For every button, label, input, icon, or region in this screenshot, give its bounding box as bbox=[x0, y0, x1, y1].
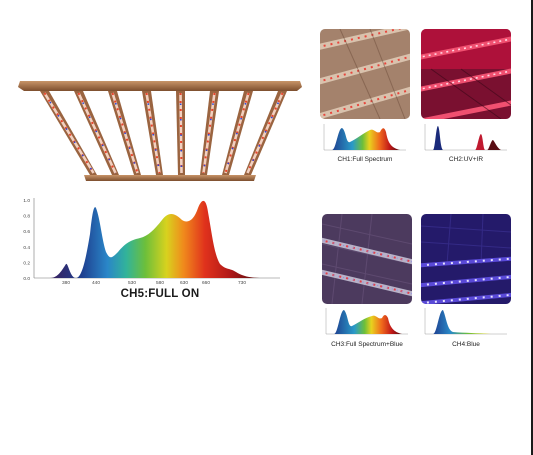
fixture-red-leds bbox=[179, 92, 183, 174]
ch2-spectrum-graph bbox=[421, 122, 509, 154]
y-tick-label: 0.6 bbox=[23, 229, 30, 235]
ch4-blue-photo bbox=[421, 214, 511, 304]
right-edge-border bbox=[531, 0, 533, 455]
x-tick-label: 660 bbox=[202, 280, 210, 286]
ch1-full-spectrum-photo bbox=[320, 29, 410, 119]
ch4-caption: CH4:Blue bbox=[452, 341, 480, 348]
ch3-caption: CH3:Full Spectrum+Blue bbox=[331, 341, 403, 348]
x-tick-label: 630 bbox=[180, 280, 188, 286]
fixture-blue-leds bbox=[246, 92, 284, 174]
x-tick-label: 440 bbox=[92, 280, 100, 286]
fixture-led-strip bbox=[246, 92, 284, 174]
ch2-uv-ir-photo bbox=[421, 29, 511, 119]
led-grow-light-fixture bbox=[18, 75, 303, 190]
ch4-spectrum-graph bbox=[421, 306, 509, 338]
ch1-caption: CH1:Full Spectrum bbox=[337, 156, 393, 163]
main-spectrum-label: CH5:FULL ON bbox=[120, 288, 200, 300]
full-on-spectrum-graph: 1.0 0.8 0.6 0.4 0.2 0.0 380 440 530 580 630 660 730 bbox=[14, 194, 288, 290]
y-tick-label: 1.0 bbox=[23, 198, 30, 204]
fixture-led-strip bbox=[43, 92, 95, 174]
y-tick-label: 0.8 bbox=[23, 214, 30, 220]
ch2-caption: CH2:UV+IR bbox=[448, 156, 484, 163]
ch3-spectrum-graph bbox=[322, 306, 410, 338]
x-tick-label: 530 bbox=[128, 280, 136, 286]
ch3-full-spectrum-blue-photo bbox=[322, 214, 412, 304]
fixture-blue-leds bbox=[224, 92, 250, 174]
y-tick-label: 0.4 bbox=[23, 245, 30, 251]
y-tick-label: 0.0 bbox=[23, 276, 30, 282]
y-tick-label: 0.2 bbox=[23, 260, 30, 266]
x-tick-label: 730 bbox=[238, 280, 246, 286]
ch1-spectrum-graph bbox=[320, 122, 408, 154]
fixture-red-leds bbox=[202, 92, 216, 174]
fixture-red-leds bbox=[145, 92, 161, 174]
x-tick-label: 580 bbox=[156, 280, 164, 286]
x-tick-label: 380 bbox=[62, 280, 70, 286]
fixture-blue-leds bbox=[77, 92, 117, 174]
fixture-blue-leds bbox=[111, 92, 139, 174]
